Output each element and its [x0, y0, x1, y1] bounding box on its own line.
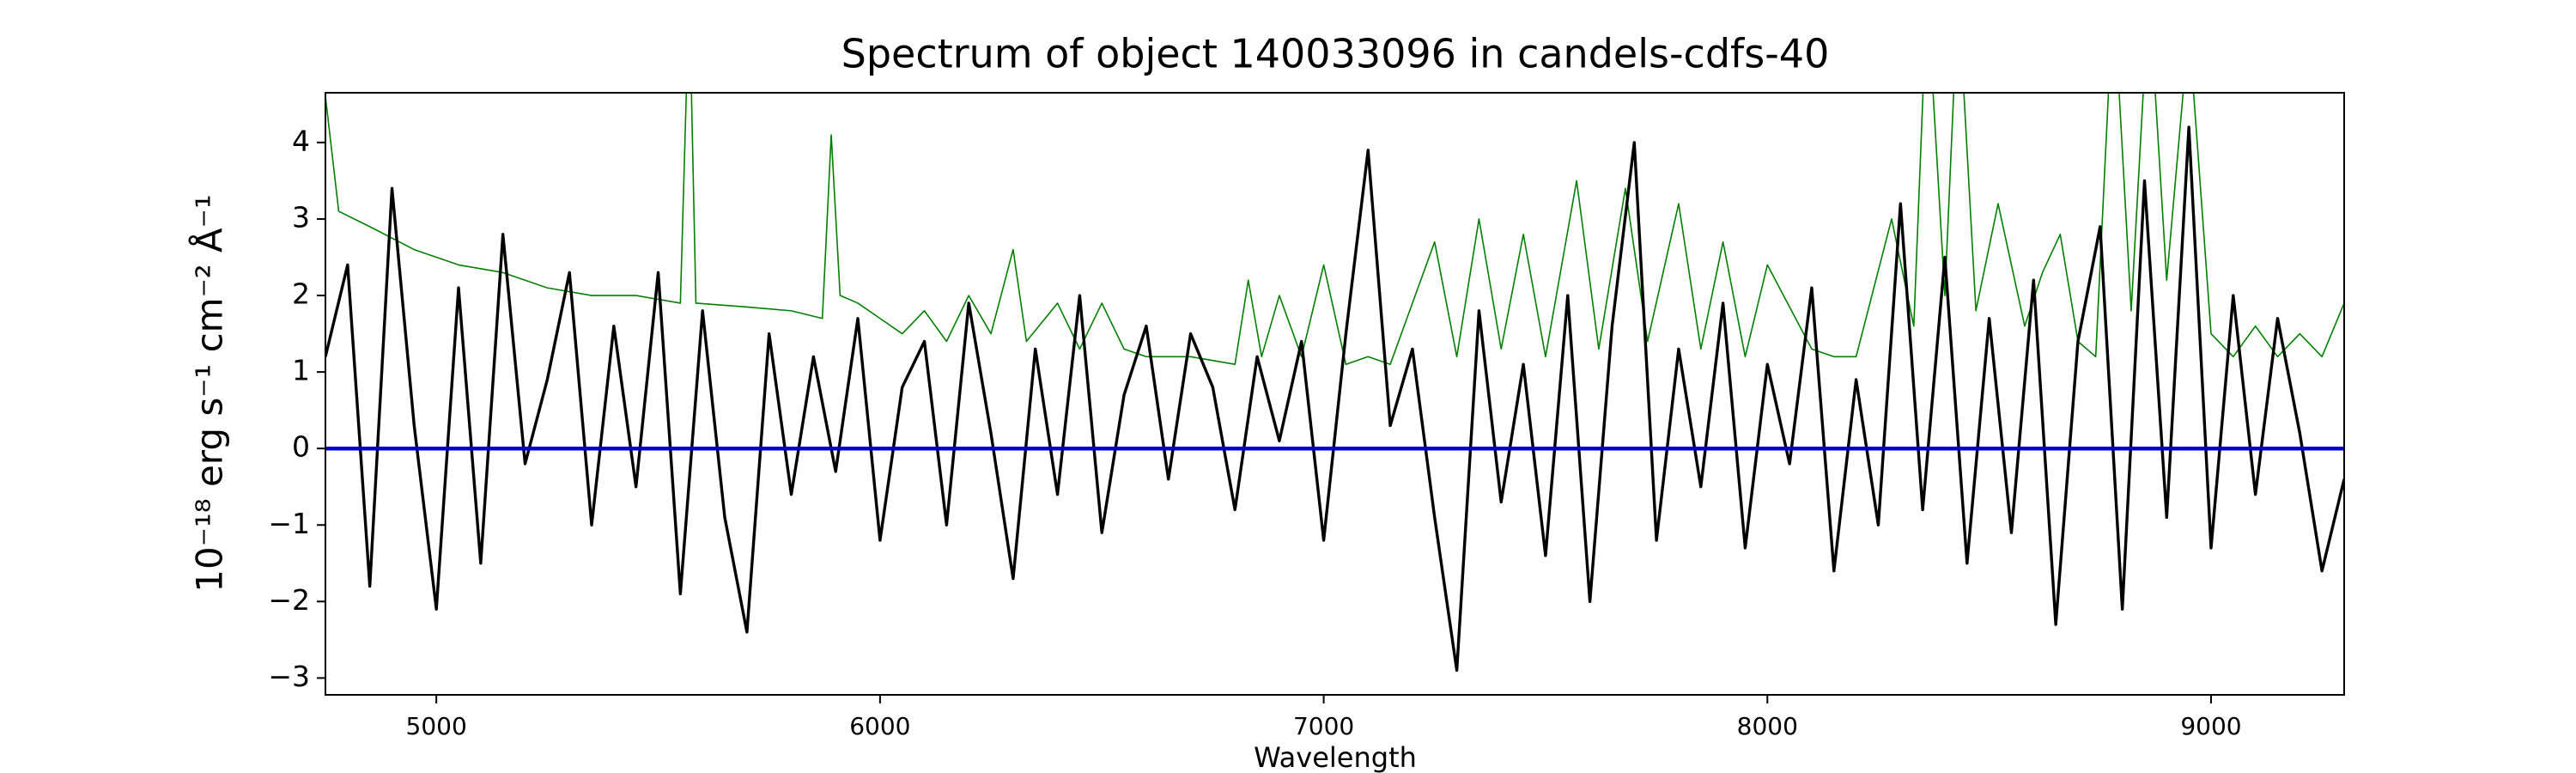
y-tick-label: 1 [292, 354, 310, 387]
axes-frame [325, 92, 2345, 696]
x-tick-label: 7000 [1293, 712, 1354, 740]
x-tick-label: 8000 [1737, 712, 1798, 740]
x-axis-label: Wavelength [1254, 741, 1417, 773]
y-tick-label: 4 [292, 124, 310, 157]
y-tick-label: −2 [268, 583, 310, 617]
y-tick-label: 2 [292, 277, 310, 311]
y-tick-label: −3 [268, 660, 310, 693]
y-tick-label: 0 [292, 430, 310, 464]
plot-area [325, 93, 2344, 673]
x-tick-label: 9000 [2180, 712, 2241, 740]
chart-title: Spectrum of object 140033096 in candels-… [841, 31, 1830, 77]
y-tick-label: 3 [292, 200, 310, 234]
spectrum-line [325, 93, 2344, 366]
x-tick-label: 5000 [406, 712, 467, 740]
spectrum-line [325, 125, 2344, 673]
y-axis-label: 10⁻¹⁸ erg s⁻¹ cm⁻² Å⁻¹ [188, 194, 231, 592]
x-tick-label: 6000 [849, 712, 910, 740]
y-tick-label: −1 [268, 507, 310, 540]
